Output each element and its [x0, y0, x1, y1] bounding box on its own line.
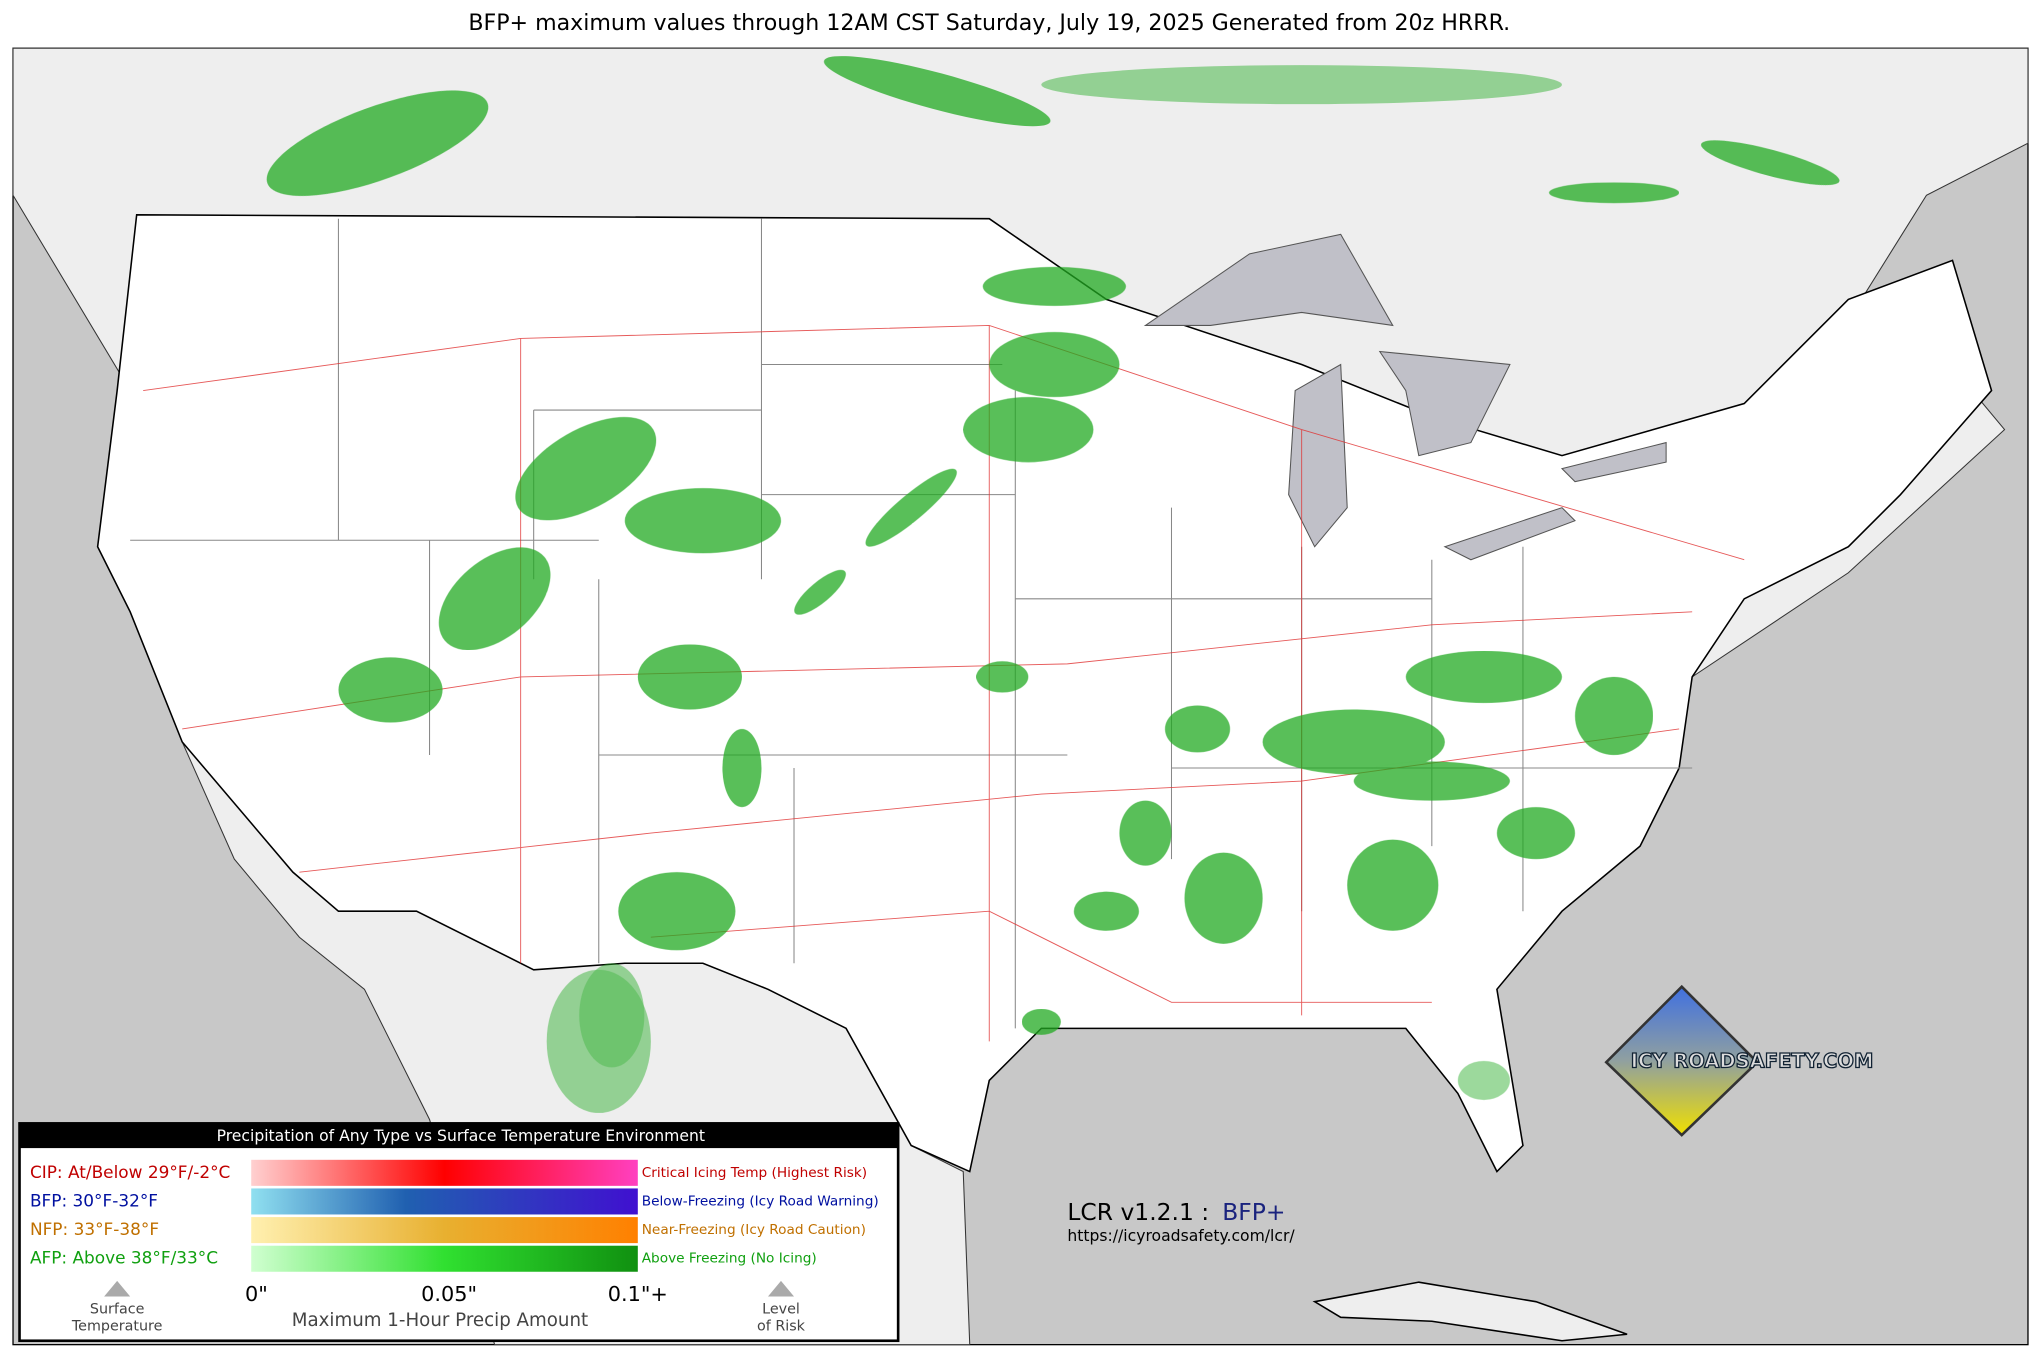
legend-header: Precipitation of Any Type vs Surface Tem… — [217, 1127, 705, 1145]
legend-left-label: Temperature — [71, 1318, 163, 1334]
legend-header-bar — [19, 1123, 899, 1149]
legend-gradient — [251, 1245, 638, 1272]
version: LCR v1.2.1 : BFP+ — [1067, 1198, 1285, 1226]
lake-michigan — [1288, 363, 1348, 548]
legend-row-label: AFP: Above 38°F/33°C — [30, 1248, 218, 1268]
legend: Precipitation of Any Type vs Surface Tem… — [18, 1122, 900, 1343]
legend-row-description: Critical Icing Temp (Highest Risk) — [642, 1165, 867, 1181]
great-lakes — [1143, 233, 1667, 561]
legend-right-label: of Risk — [757, 1318, 806, 1334]
lake-erie — [1443, 507, 1576, 561]
legend-right-label: Level — [762, 1302, 800, 1318]
legend-gradient — [251, 1217, 638, 1244]
legend-gradient — [251, 1159, 638, 1186]
arrow-left — [104, 1280, 131, 1297]
url: https://icyroadsafety.com/lcr/ — [1067, 1227, 1295, 1245]
legend-row-label: NFP: 33°F-38°F — [30, 1219, 159, 1239]
arrow-right — [767, 1280, 795, 1297]
precipitation-areas — [266, 56, 1840, 1113]
logo-diamond — [1604, 984, 1760, 1137]
legend-row-label: BFP: 30°F-32°F — [30, 1190, 158, 1210]
version-label: LCR v1.2.1 : — [1067, 1198, 1209, 1226]
legend-scale-label: 0.1"+ — [608, 1282, 668, 1306]
logo-text: ICY ROADSAFETY.COM — [1631, 1050, 1874, 1073]
logo: ICY ROADSAFETY.COM — [1604, 984, 1874, 1137]
legend-row-label: CIP: At/Below 29°F/-2°C — [30, 1162, 230, 1182]
legend-row-description: Above Freezing (No Icing) — [642, 1251, 817, 1267]
legend-left-label: Surface — [90, 1302, 145, 1318]
legend-row-description: Near-Freezing (Icy Road Caution) — [642, 1222, 866, 1238]
legend-gradient — [251, 1188, 638, 1215]
map — [12, 47, 2029, 1346]
legend-row-description: Below-Freezing (Icy Road Warning) — [642, 1193, 879, 1209]
lake-huron — [1378, 350, 1511, 457]
lake-ontario — [1560, 441, 1667, 483]
title: BFP+ maximum values through 12AM CST Sat… — [468, 10, 1510, 36]
legend-scale-label: 0" — [245, 1282, 268, 1306]
product: BFP+ — [1222, 1198, 1285, 1226]
cuba — [1312, 1281, 1628, 1342]
lake-superior — [1143, 233, 1394, 327]
legend-scale-label: 0.05" — [421, 1282, 477, 1306]
legend-axis-label: Maximum 1-Hour Precip Amount — [292, 1310, 588, 1331]
